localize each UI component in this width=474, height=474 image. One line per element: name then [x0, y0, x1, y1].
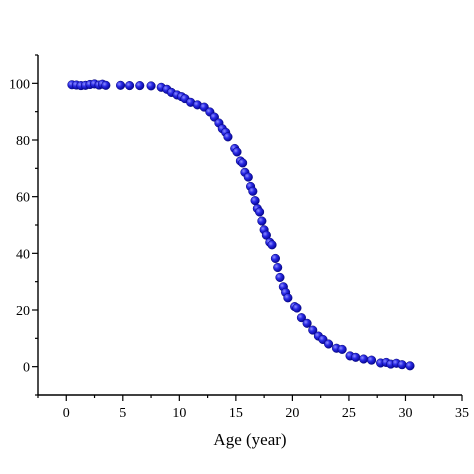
x-tick-label: 5 — [119, 406, 126, 421]
data-point — [223, 132, 233, 142]
x-tick-label: 35 — [455, 406, 469, 421]
data-point — [405, 361, 415, 371]
data-point — [270, 253, 280, 263]
data-point — [243, 172, 253, 182]
data-point — [397, 360, 407, 370]
x-axis-title: Age (year) — [213, 430, 286, 449]
data-point — [257, 216, 267, 226]
data-point — [308, 325, 318, 335]
data-point — [115, 80, 126, 90]
data-points — [67, 79, 415, 371]
x-tick-label: 10 — [172, 406, 186, 421]
data-point — [255, 207, 265, 217]
data-point — [267, 240, 277, 250]
y-tick-label: 40 — [16, 247, 30, 262]
data-point — [273, 262, 283, 273]
data-point — [238, 158, 248, 168]
data-point — [146, 81, 156, 91]
y-tick-label: 0 — [23, 361, 30, 376]
data-point — [232, 147, 242, 157]
data-point — [248, 186, 258, 196]
data-point — [275, 272, 285, 282]
data-point — [296, 313, 306, 323]
data-point — [101, 80, 111, 90]
y-tick-label: 60 — [16, 191, 30, 206]
data-point — [337, 344, 347, 354]
data-point — [302, 318, 312, 328]
data-point — [292, 303, 302, 313]
x-tick-label: 15 — [229, 406, 243, 421]
y-tick-label: 20 — [16, 304, 30, 319]
y-tick-label: 100 — [9, 77, 30, 92]
x-tick-label: 30 — [398, 406, 412, 421]
y-ticks: 0 20 40 60 80 100 — [9, 54, 38, 396]
data-point — [125, 81, 135, 91]
data-point — [351, 352, 361, 362]
data-point — [283, 293, 293, 303]
x-ticks: 0 5 10 15 20 25 30 35 — [37, 395, 469, 421]
data-point — [359, 354, 369, 364]
data-point — [135, 81, 145, 91]
data-point — [250, 196, 260, 206]
x-tick-label: 25 — [342, 406, 356, 421]
x-tick-label: 0 — [63, 406, 70, 421]
axes — [37, 55, 462, 396]
x-tick-label: 20 — [285, 406, 299, 421]
data-point — [324, 339, 334, 349]
y-tick-label: 80 — [16, 134, 30, 149]
data-point — [366, 355, 377, 365]
